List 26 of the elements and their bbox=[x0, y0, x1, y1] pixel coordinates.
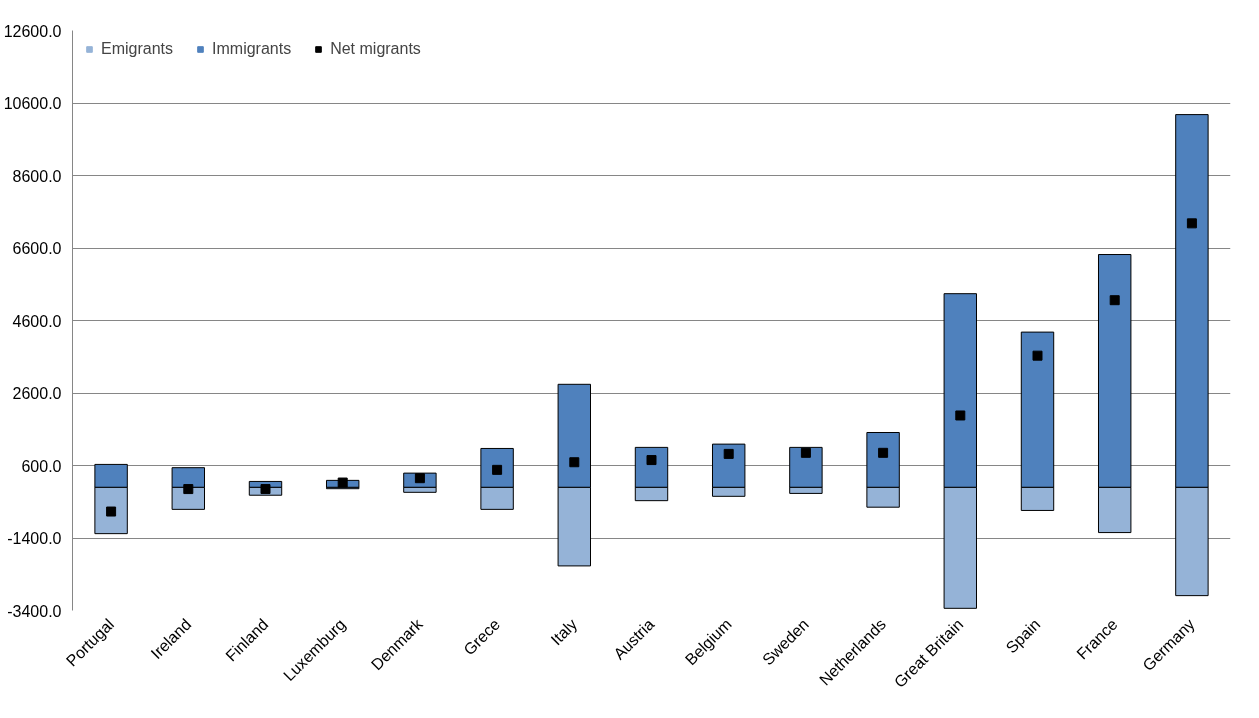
y-tick-label: 8600.0 bbox=[12, 167, 62, 185]
y-tick-label: 12600.0 bbox=[3, 22, 62, 40]
y-tick-label: 600.0 bbox=[21, 457, 62, 475]
point bbox=[646, 455, 657, 466]
y-tick-label: 6600.0 bbox=[12, 240, 62, 257]
legend-label: Immigrants bbox=[212, 40, 292, 58]
point bbox=[1032, 350, 1043, 361]
legend-label: Net migrants bbox=[330, 40, 421, 58]
y-tick-label: 10600.0 bbox=[3, 95, 62, 112]
point bbox=[337, 477, 348, 488]
point bbox=[955, 410, 966, 421]
point bbox=[106, 506, 117, 517]
point bbox=[1109, 295, 1120, 306]
y-tick-label: 2600.0 bbox=[12, 385, 62, 402]
point bbox=[723, 448, 734, 459]
y-tick-label: -1400.0 bbox=[7, 530, 62, 547]
point bbox=[1186, 218, 1197, 229]
legend-label: Emigrants bbox=[101, 40, 174, 58]
y-tick-label: 4600.0 bbox=[12, 312, 62, 330]
point bbox=[260, 484, 271, 495]
point bbox=[800, 447, 811, 458]
x-tick-label: Italy bbox=[547, 615, 581, 649]
y-tick-label: -3400.0 bbox=[7, 602, 62, 620]
point bbox=[878, 447, 889, 458]
point bbox=[183, 484, 194, 495]
point bbox=[569, 457, 580, 468]
